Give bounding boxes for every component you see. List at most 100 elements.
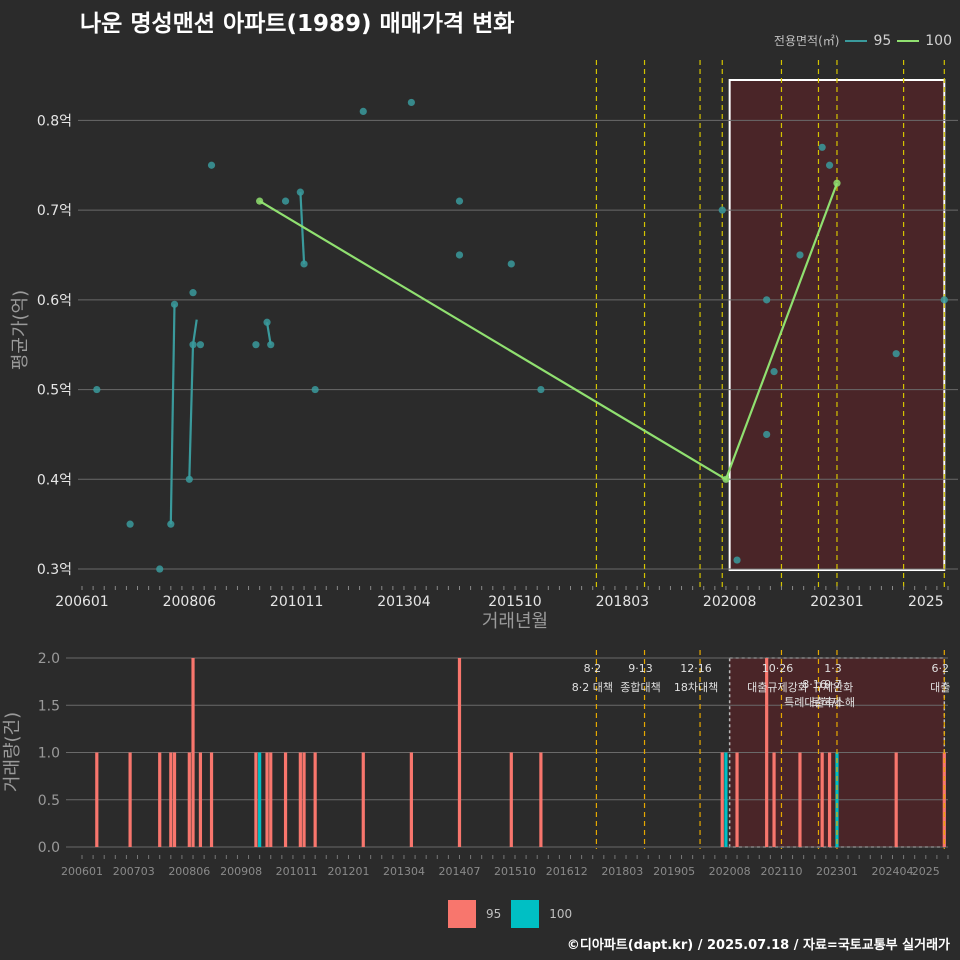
bar-95: [283, 752, 288, 847]
data-point-100: [256, 197, 264, 205]
bar-95: [894, 752, 898, 847]
data-point-95: [267, 341, 275, 349]
data-point-95: [507, 260, 515, 268]
bar-95: [187, 752, 191, 847]
data-point-95: [189, 289, 197, 297]
bar-100: [835, 752, 839, 847]
series-line-95: [191, 319, 198, 345]
x-tick-label: 201510: [494, 865, 536, 878]
y-tick-label: 0.3억: [37, 562, 72, 578]
policy-text-label: 규제완화: [813, 681, 853, 694]
policy-text-label: 토허제 해: [811, 695, 855, 709]
policy-date-label: 6·2: [932, 662, 950, 675]
series-line-95: [299, 192, 306, 264]
legend-swatch-100: [511, 900, 540, 928]
x-tick-label: 201304: [383, 865, 425, 878]
bar-95: [254, 752, 258, 847]
data-point-95: [763, 430, 771, 439]
data-point-95: [892, 350, 900, 358]
legend-label-95: 95: [873, 32, 892, 49]
volume-legend: 95 100: [448, 900, 572, 928]
bar-95: [361, 752, 365, 847]
bar-95: [820, 752, 824, 847]
bar-95: [198, 752, 203, 847]
x-tick-label: 201803: [601, 865, 643, 878]
data-point-100: [833, 179, 841, 187]
data-point-95: [207, 161, 216, 169]
y-tick-label: 0.4억: [37, 472, 72, 488]
data-point-95: [185, 475, 193, 483]
volume-chart: 0.0 0.5 1.0 1.5 2.0 8·2 8·2 대책 9·13 종합대책 12·16 18차…: [2, 650, 950, 878]
bar-95: [765, 658, 769, 847]
data-point-95: [189, 341, 197, 349]
policy-date-label: 12·16: [680, 662, 712, 675]
y-axis-title: 거래량(건): [2, 712, 23, 792]
policy-date-label: 10·26: [762, 662, 794, 675]
bar-95: [827, 752, 832, 847]
y-tick-label: 1.5: [38, 698, 60, 714]
bar-95: [735, 752, 739, 847]
data-point-95: [770, 368, 778, 376]
x-tick-label: 201011: [270, 594, 323, 610]
x-tick-label: 202404: [871, 865, 913, 878]
data-point-95: [796, 251, 804, 259]
data-point-95: [763, 296, 771, 304]
x-tick-label: 201905: [653, 865, 695, 878]
data-point-95: [263, 318, 271, 326]
x-tick-label: 200601: [55, 594, 108, 610]
data-point-95: [252, 341, 260, 349]
legend-line-100: [897, 39, 920, 42]
x-tick-label: 200703: [113, 865, 155, 878]
x-tick-label: 201407: [438, 865, 480, 878]
x-tick-label: 2025: [912, 865, 940, 878]
data-point-95: [126, 520, 134, 528]
y-tick-label: 0.5억: [37, 383, 72, 399]
bar-95: [95, 752, 99, 847]
data-point-95: [196, 341, 205, 349]
chart-title: 나운 명성맨션 아파트(1989) 매매가격 변화: [80, 11, 515, 37]
bar-95: [302, 752, 306, 847]
data-point-95: [300, 260, 308, 268]
bar-95: [158, 752, 162, 847]
policy-date-label: 9·7: [824, 678, 842, 691]
y-tick-label: 0.6억: [37, 293, 72, 309]
y-tick-label: 2.0: [38, 651, 60, 667]
data-point-95: [281, 197, 290, 205]
legend-swatch-95: [448, 900, 476, 928]
x-tick-label: 201510: [488, 594, 541, 610]
x-axis-title: 거래년월: [482, 611, 548, 632]
y-tick-label: 0.8억: [37, 113, 72, 129]
bar-95: [720, 752, 724, 847]
bar-95: [169, 752, 173, 847]
x-tick-label: 201011: [276, 865, 318, 878]
x-tick-label: 200908: [220, 865, 262, 878]
bar-95: [298, 752, 302, 847]
data-point-95: [825, 161, 834, 169]
y-axis-title: 평균가(억): [10, 290, 31, 370]
x-tick-label: 200806: [163, 594, 217, 610]
series-line-95: [169, 304, 176, 525]
y-tick-label: 0.7억: [37, 203, 72, 219]
bar-95: [128, 752, 132, 847]
x-tick-label: 202110: [760, 865, 802, 878]
y-tick-label: 0.0: [38, 840, 60, 856]
data-point-95: [296, 188, 304, 196]
x-tick-label: 202301: [816, 865, 858, 878]
bar-95: [942, 752, 946, 847]
bar-95: [772, 752, 776, 847]
x-tick-label: 202008: [709, 865, 751, 878]
x-tick-label: 200806: [168, 865, 210, 878]
volume-legend-label-95: 95: [486, 907, 502, 921]
policy-date-label: 1·3: [824, 662, 842, 675]
data-point-95: [359, 107, 367, 116]
price-chart: 0.3억 0.4억 0.5억 0.6억 0.7억 0.8억 200601 200806 2010…: [10, 60, 958, 632]
data-point-95: [818, 143, 826, 151]
bar-95: [409, 752, 413, 847]
x-tick-label: 201803: [596, 594, 649, 610]
bar-95: [265, 752, 269, 847]
x-tick-label: 201201: [327, 865, 369, 878]
policy-date-label: 8·2: [584, 662, 602, 675]
data-point-95: [455, 251, 464, 259]
x-tick-label: 202008: [703, 594, 756, 610]
y-tick-label: 0.5: [38, 793, 60, 809]
